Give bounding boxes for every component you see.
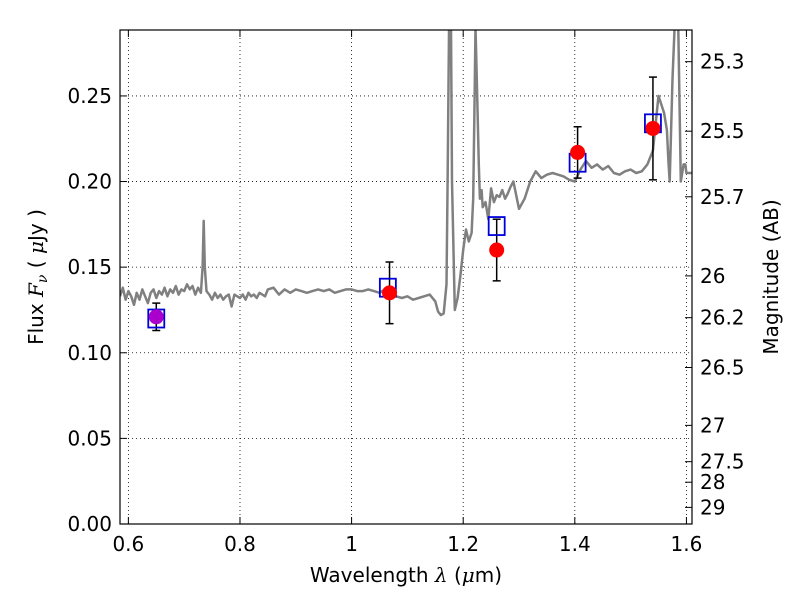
y2-tick-label: 25.3 [700,50,745,74]
y-axis-label-part: Jy ) [24,209,48,243]
error-bars [152,76,657,332]
y2-tick-label: 25.7 [700,185,745,209]
y-axis-label-part: F [24,282,48,298]
x-tick-label: 1.6 [671,532,703,556]
x-axis-label-part: m) [475,563,502,587]
plot-frame [119,29,693,525]
data-markers [147,113,662,329]
x-axis-label: Wavelength λ (μm) [310,563,502,587]
x-tick-label: 1.2 [447,532,479,556]
y2-tick-label: 25.5 [700,119,745,143]
y2-tick-label: 26.2 [700,306,745,330]
y2-tick-label: 26 [700,264,725,288]
y-tick-label: 0.10 [67,341,112,365]
observed-flux-point [570,144,586,160]
x-tick-label: 0.8 [224,532,256,556]
y-tick-label: 0.00 [67,512,112,536]
x-tick-label: 1.4 [559,532,591,556]
x-axis-ticks: 0.6 0.8 1 1.2 1.4 1.6 [112,30,702,556]
y-tick-label: 0.05 [67,426,112,450]
y2-tick-label: 27 [700,413,725,437]
y-axis-label-part: ( [24,254,48,275]
observed-flux-point [645,120,661,136]
observed-flux-point [148,309,164,325]
observed-flux-point [382,285,398,301]
x-tick-label: 0.6 [112,532,144,556]
x-axis-label-part: μ [462,563,475,587]
x-axis-label-part: λ [434,563,448,587]
y2-tick-label: 26.5 [700,355,745,379]
spectrum-line [120,30,692,317]
model-square-marker [487,216,506,236]
y2-axis-label: Magnitude (AB) [759,199,783,354]
x-axis-label-part: Wavelength [310,563,435,587]
y2-tick-label: 28 [700,470,725,494]
y2-tick-label: 27.5 [700,450,745,474]
y-axis-ticks: 0.00 0.05 0.10 0.15 0.20 0.25 [67,84,127,536]
x-axis-label-part: ( [448,563,462,587]
y-tick-label: 0.20 [67,170,112,194]
y-axis-label-part: ν [35,274,51,283]
y-axis-label: Flux Fν ( μJy ) [24,209,51,345]
x-tick-label: 1 [345,532,358,556]
observed-flux-point [489,242,505,258]
model-spectrum [120,30,692,317]
y-tick-label: 0.25 [67,84,112,108]
y-axis-label-part: Flux [24,297,48,345]
y2-tick-label: 29 [700,495,725,519]
y-axis-label-part: μ [24,241,48,254]
y-tick-label: 0.15 [67,255,112,279]
